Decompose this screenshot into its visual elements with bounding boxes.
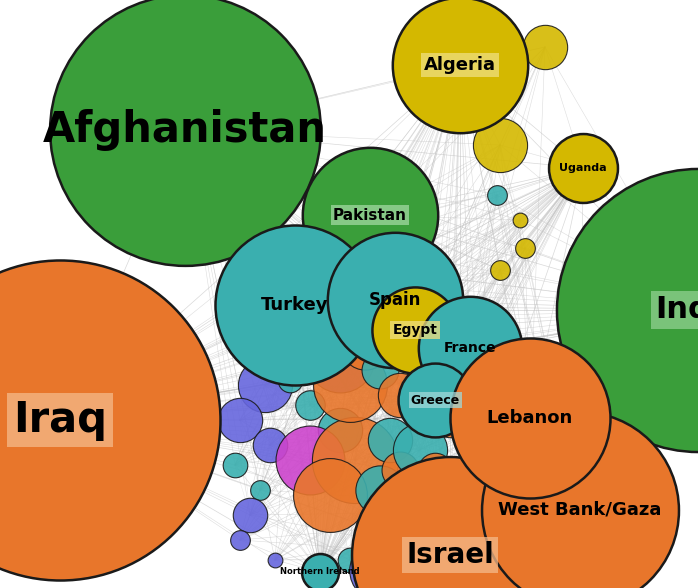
Point (394, 465, 406, 475)
Point (364, 211, 376, 220)
Point (265, 440, 276, 450)
Point (519, 243, 530, 253)
Point (295, 340, 306, 350)
Point (230, 460, 241, 470)
Point (454, 61, 466, 70)
Point (394, 390, 406, 400)
Point (374, 485, 385, 495)
Text: Spain: Spain (369, 291, 421, 309)
Point (320, 235, 331, 245)
Text: Northern Ireland: Northern Ireland (280, 567, 359, 576)
Point (244, 510, 255, 520)
Point (491, 191, 503, 200)
Point (314, 567, 325, 577)
Point (429, 465, 440, 475)
Point (454, 390, 466, 400)
Point (374, 313, 385, 323)
Text: Pakistan: Pakistan (333, 208, 407, 222)
Point (290, 300, 301, 310)
Point (374, 365, 385, 375)
Point (540, 42, 551, 52)
Point (429, 395, 440, 405)
Point (334, 425, 346, 435)
Point (260, 380, 271, 390)
Point (445, 370, 456, 380)
Point (464, 343, 475, 353)
Point (389, 295, 401, 305)
Point (334, 353, 346, 363)
Point (254, 485, 265, 495)
Point (334, 275, 346, 285)
Text: Egypt: Egypt (392, 323, 438, 337)
Point (350, 455, 361, 465)
Point (577, 163, 588, 173)
Text: West Bank/Gaza: West Bank/Gaza (498, 501, 662, 519)
Point (374, 565, 385, 574)
Point (274, 325, 285, 335)
Point (54, 415, 66, 425)
Point (284, 375, 295, 385)
Point (325, 490, 336, 500)
Point (179, 125, 191, 135)
Text: France: France (444, 341, 496, 355)
Point (385, 435, 396, 445)
Point (269, 555, 281, 564)
Point (415, 445, 426, 455)
Point (344, 555, 355, 564)
Point (235, 535, 246, 544)
Text: Greece: Greece (410, 393, 459, 406)
Point (692, 305, 698, 315)
Point (484, 335, 496, 345)
Text: India: India (655, 296, 698, 325)
Point (424, 355, 436, 365)
Point (494, 265, 505, 275)
Text: Uganda: Uganda (559, 163, 607, 173)
Text: Algeria: Algeria (424, 56, 496, 74)
Point (364, 285, 376, 295)
Point (445, 415, 456, 425)
Text: Turkey: Turkey (261, 296, 329, 314)
Point (235, 415, 246, 425)
Point (445, 550, 456, 560)
Text: Iraq: Iraq (13, 399, 107, 441)
Point (260, 250, 271, 260)
Point (329, 305, 341, 315)
Point (470, 305, 481, 315)
Text: Israel: Israel (406, 541, 494, 569)
Point (410, 325, 421, 335)
Point (359, 340, 371, 350)
Point (514, 215, 526, 225)
Point (524, 413, 535, 423)
Point (344, 380, 355, 390)
Text: Lebanon: Lebanon (487, 409, 573, 427)
Point (304, 455, 315, 465)
Point (574, 505, 586, 514)
Text: Afghanistan: Afghanistan (43, 109, 327, 151)
Point (304, 400, 315, 410)
Point (454, 345, 466, 355)
Point (304, 255, 315, 265)
Point (494, 141, 505, 150)
